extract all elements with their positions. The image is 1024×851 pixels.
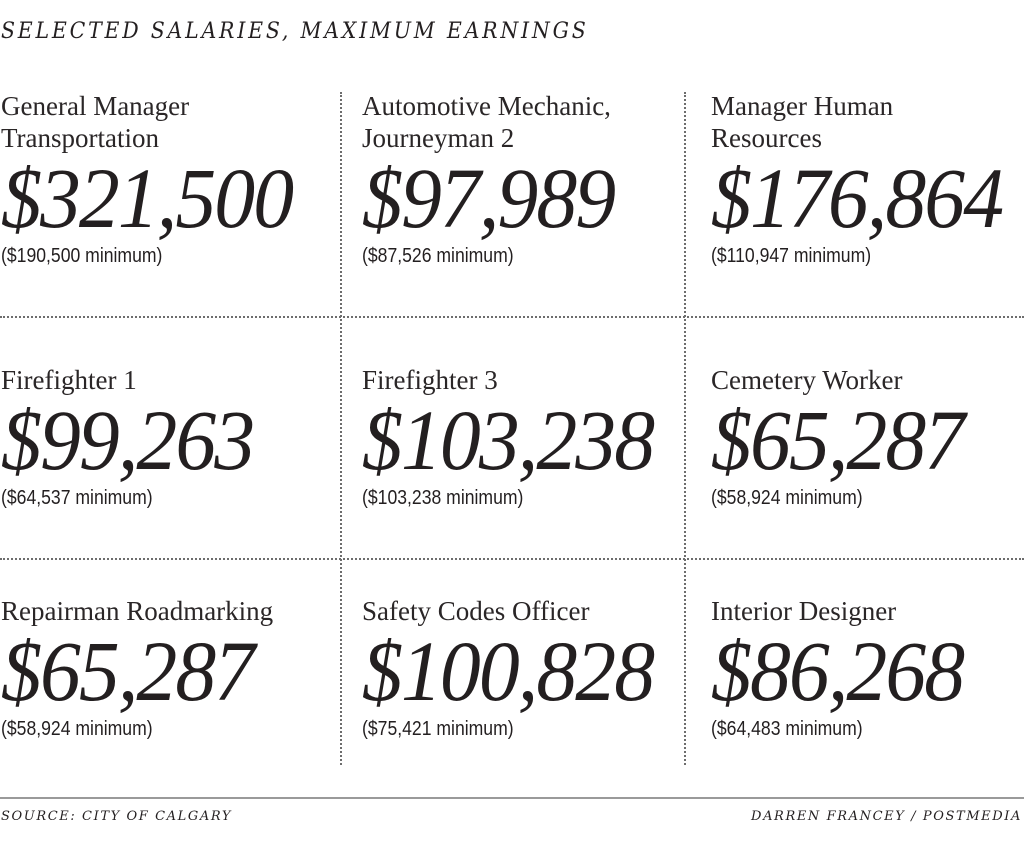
minimum-salary: ($64,537 minimum) <box>1 487 153 509</box>
minimum-salary: ($110,947 minimum) <box>711 245 872 267</box>
job-title: Firefighter 3 <box>362 365 498 395</box>
minimum-salary: ($190,500 minimum) <box>1 245 163 267</box>
job-title-line: General Manager <box>1 91 190 121</box>
salary-card-interior-designer: Interior Designer $86,268 ($64,483 minim… <box>711 595 1024 741</box>
salary-card-safety-codes-officer: Safety Codes Officer $100,828 ($75,421 m… <box>362 595 682 741</box>
salary-card-general-manager-transportation: General Manager Transportation $321,500 … <box>1 90 336 268</box>
maximum-salary: $65,287 <box>711 392 965 488</box>
job-title: Automotive Mechanic, Journeyman 2 <box>362 90 682 154</box>
minimum-salary: ($87,526 minimum) <box>362 245 514 267</box>
job-title: Repairman Roadmarking <box>1 596 274 626</box>
salary-card-cemetery-worker: Cemetery Worker $65,287 ($58,924 minimum… <box>711 364 1024 510</box>
minimum-salary: ($58,924 minimum) <box>1 718 153 740</box>
row-divider-2 <box>0 558 1024 560</box>
minimum-salary: ($64,483 minimum) <box>711 718 863 740</box>
job-title: General Manager Transportation <box>1 90 336 154</box>
job-title: Manager Human Resources <box>711 90 1024 154</box>
job-title: Safety Codes Officer <box>362 596 590 626</box>
job-title-line: Journeyman 2 <box>362 123 515 153</box>
salary-card-repairman-roadmarking: Repairman Roadmarking $65,287 ($58,924 m… <box>1 595 336 741</box>
salary-grid: General Manager Transportation $321,500 … <box>0 90 1024 765</box>
salary-card-automotive-mechanic: Automotive Mechanic, Journeyman 2 $97,98… <box>362 90 682 268</box>
maximum-salary: $99,263 <box>1 392 255 488</box>
column-divider-2 <box>684 92 686 765</box>
job-title-line: Automotive Mechanic, <box>362 91 611 121</box>
minimum-salary: ($75,421 minimum) <box>362 718 514 740</box>
maximum-salary: $321,500 <box>1 150 294 246</box>
salary-card-manager-human-resources: Manager Human Resources $176,864 ($110,9… <box>711 90 1024 268</box>
row-divider-1 <box>0 316 1024 318</box>
minimum-salary: ($58,924 minimum) <box>711 487 863 509</box>
job-title-line: Manager Human <box>711 91 894 121</box>
job-title: Cemetery Worker <box>711 365 903 395</box>
author-credit: DARREN FRANCEY / POSTMEDIA <box>751 809 1022 824</box>
job-title: Firefighter 1 <box>1 365 137 395</box>
maximum-salary: $100,828 <box>362 623 655 719</box>
maximum-salary: $176,864 <box>711 150 1004 246</box>
job-title-line: Resources <box>711 123 822 153</box>
maximum-salary: $86,268 <box>711 623 965 719</box>
salary-card-firefighter-3: Firefighter 3 $103,238 ($103,238 minimum… <box>362 364 682 510</box>
minimum-salary: ($103,238 minimum) <box>362 487 524 509</box>
job-title: Interior Designer <box>711 596 897 626</box>
footer-rule <box>0 797 1024 799</box>
maximum-salary: $103,238 <box>362 392 655 488</box>
infographic-title: SELECTED SALARIES, MAXIMUM EARNINGS <box>1 19 589 44</box>
job-title-line: Transportation <box>1 123 160 153</box>
salary-card-firefighter-1: Firefighter 1 $99,263 ($64,537 minimum) <box>1 364 336 510</box>
source-credit: SOURCE: CITY OF CALGARY <box>1 809 233 824</box>
maximum-salary: $97,989 <box>362 150 616 246</box>
column-divider-1 <box>340 92 342 765</box>
maximum-salary: $65,287 <box>1 623 255 719</box>
